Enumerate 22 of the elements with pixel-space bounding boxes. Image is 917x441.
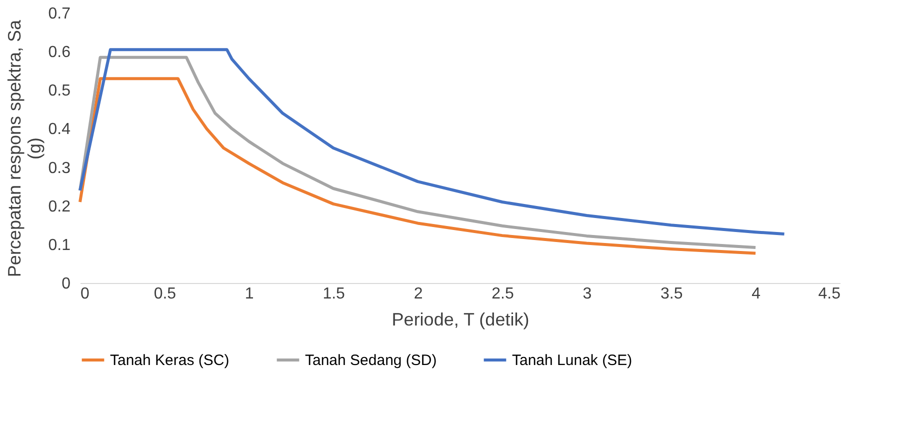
legend-label: Tanah Sedang (SD): [305, 352, 437, 369]
y-tick-label: 0.4: [48, 121, 71, 138]
y-tick-label: 0.7: [48, 6, 71, 22]
x-tick-label: 4: [752, 286, 761, 302]
y-tick-label: 0.2: [48, 198, 71, 216]
x-tick-label: 1: [244, 286, 254, 302]
x-tick-label: 3.5: [660, 286, 683, 302]
x-tick-label: 0: [80, 286, 90, 302]
y-axis-title: Percepatan respons spektra, Sa (g): [4, 18, 44, 278]
legend-label: Tanah Lunak (SE): [512, 352, 632, 369]
y-tick-label: 0.6: [48, 44, 71, 62]
x-tick-label: 2: [414, 286, 423, 302]
y-tick-label: 0.5: [48, 82, 71, 100]
y-tick-label: 0.3: [48, 160, 71, 177]
x-tick-label: 3: [582, 286, 592, 302]
x-tick-label: 0.5: [154, 286, 176, 302]
y-tick-label: 0.1: [48, 236, 71, 254]
x-tick-label: 1.5: [322, 286, 346, 302]
x-axis-title: Periode, T (detik): [392, 310, 530, 330]
x-tick-label: 4.5: [818, 286, 841, 302]
legend-label: Tanah Keras (SC): [110, 352, 230, 369]
x-tick-label: 2.5: [492, 286, 514, 302]
